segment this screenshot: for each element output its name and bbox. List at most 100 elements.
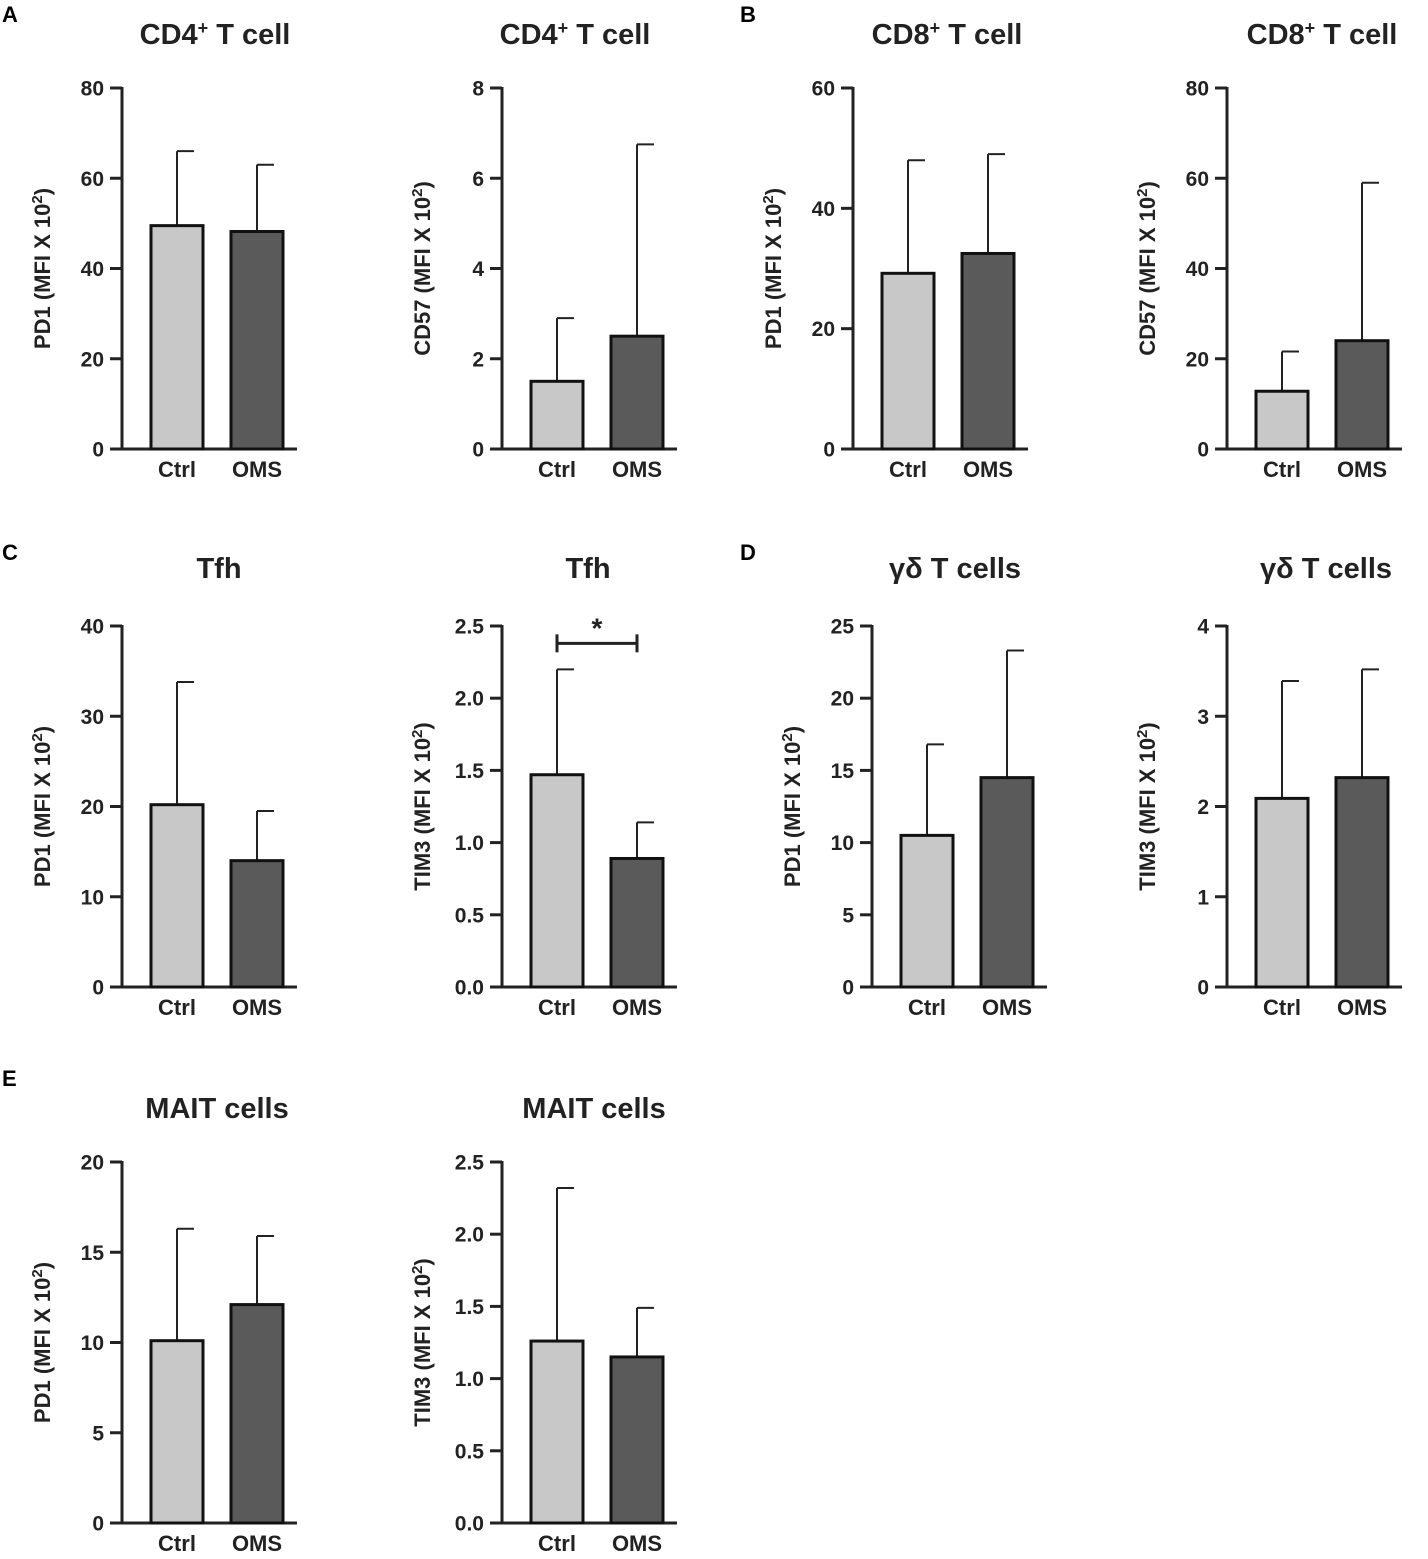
chart-3: B CD8+ T cell PD1 (MFI X 102) 0 20 40 60 Ctrl OM…	[740, 2, 1028, 482]
y-axis-label-text: )	[410, 722, 435, 729]
y-axis-label-text: )	[410, 1258, 435, 1265]
chart-1: A CD4+ T cell PD1 (MFI X 102) 0 20 40 60 80 Ctrl…	[2, 2, 297, 482]
y-tick-label: 15	[81, 1242, 105, 1265]
chart-title: γδ T cells	[889, 553, 1021, 585]
y-tick-label: 1.0	[455, 1368, 484, 1391]
y-tick-label: 0.0	[455, 1513, 484, 1536]
y-tick-label: 80	[1186, 78, 1209, 101]
y-axis-label: TIM3 (MFI X 102)	[409, 722, 436, 890]
y-tick-label: 8	[472, 78, 484, 101]
y-axis-label-text: PD1 (MFI X 10	[761, 204, 786, 349]
bar-oms	[1334, 339, 1390, 451]
chart-9: E MAIT cells PD1 (MFI X 102) 0 5 10 15 20 Ctrl OM…	[2, 1066, 297, 1556]
y-tick-label: 2.0	[455, 688, 484, 711]
x-category-label: OMS	[982, 995, 1032, 1020]
y-tick-label: 4	[1197, 616, 1209, 639]
y-tick-label: 60	[1186, 168, 1209, 191]
chart-title: MAIT cells	[145, 1093, 288, 1125]
y-axis-label-superscript: 2	[409, 1266, 426, 1274]
y-tick-label: 1.0	[455, 832, 484, 855]
y-axis-label: PD1 (MFI X 102)	[29, 726, 56, 887]
y-axis-label-text: )	[761, 188, 786, 195]
y-tick-label: 0.5	[455, 1440, 485, 1463]
x-category-label: OMS	[232, 995, 282, 1020]
x-category-label: Ctrl	[908, 995, 946, 1020]
y-tick-label: 0	[823, 439, 835, 462]
chart-title: CD8+ T cell	[872, 18, 1023, 51]
y-tick-label: 40	[812, 198, 835, 221]
y-axis-label-text: CD57 (MFI X 10	[1135, 197, 1160, 356]
y-tick-label: 0	[92, 977, 104, 1000]
panel-letter: B	[740, 2, 756, 27]
y-axis-label-superscript: 2	[409, 730, 426, 738]
y-tick-label: 10	[831, 832, 854, 855]
panel-letter: C	[2, 540, 18, 565]
y-axis-label-text: )	[1135, 181, 1160, 188]
x-category-label: OMS	[612, 995, 662, 1020]
y-axis-label-text: )	[1135, 722, 1160, 729]
y-tick-label: 20	[812, 318, 835, 341]
y-tick-label: 80	[81, 78, 104, 101]
y-tick-label: 30	[81, 706, 104, 729]
y-tick-label: 1	[1197, 886, 1209, 909]
x-category-label: Ctrl	[538, 457, 576, 482]
chart-title: γδ T cells	[1260, 553, 1392, 585]
y-axis-label-text: PD1 (MFI X 10	[30, 1278, 55, 1423]
y-axis-label-text: PD1 (MFI X 10	[30, 204, 55, 349]
chart-title-text: γδ T cells	[1260, 553, 1392, 585]
chart-title-text: γδ T cells	[889, 553, 1021, 585]
bar-ctrl	[149, 224, 205, 451]
bar-ctrl	[529, 773, 585, 989]
x-category-label: Ctrl	[158, 1531, 196, 1556]
y-tick-label: 15	[831, 760, 855, 783]
chart-7: Dγδ T cells PD1 (MFI X 102) 0 5 10 15 20 25 Ctrl…	[740, 540, 1047, 1020]
bar-ctrl	[149, 1339, 205, 1525]
y-axis-label-superscript: 2	[29, 1269, 46, 1277]
chart-title: Tfh	[565, 553, 610, 585]
y-tick-label: 2	[1197, 796, 1209, 819]
chart-title-text: MAIT cells	[522, 1093, 665, 1125]
y-tick-label: 0	[1197, 439, 1209, 462]
bar-oms	[229, 229, 285, 451]
y-axis-label-text: TIM3 (MFI X 10	[410, 1274, 435, 1427]
bar-oms	[229, 1303, 285, 1525]
y-axis-label-text: CD57 (MFI X 10	[410, 197, 435, 356]
y-tick-label: 6	[472, 168, 484, 191]
x-category-label: Ctrl	[538, 1531, 576, 1556]
chart-6: Tfh TIM3 (MFI X 102) 0.0 0.5 1.0 1.5 2.0 2.5 Ctr…	[409, 553, 677, 1020]
y-tick-label: 20	[81, 348, 104, 371]
chart-title: CD4+ T cell	[140, 18, 291, 51]
x-category-label: Ctrl	[1263, 457, 1301, 482]
bar-ctrl	[529, 1339, 585, 1525]
x-category-label: OMS	[232, 1531, 282, 1556]
chart-title-text: Tfh	[565, 553, 610, 585]
bar-oms	[1334, 776, 1390, 989]
panel-letter: E	[2, 1066, 17, 1091]
x-category-label: Ctrl	[889, 457, 927, 482]
y-tick-label: 10	[81, 1332, 104, 1355]
y-axis-label: CD57 (MFI X 102)	[1134, 181, 1161, 356]
y-tick-label: 20	[81, 1152, 104, 1175]
chart-title-text: CD4	[140, 19, 198, 51]
y-tick-label: 5	[92, 1422, 104, 1445]
y-tick-label: 25	[831, 616, 855, 639]
chart-5: C Tfh PD1 (MFI X 102) 0 10 20 30 40 Ctrl OMS	[2, 540, 297, 1020]
y-axis-label-superscript: 2	[29, 195, 46, 203]
y-axis-label: PD1 (MFI X 102)	[760, 188, 787, 349]
y-tick-label: 0	[92, 1513, 104, 1536]
y-axis-label-text: )	[30, 726, 55, 733]
x-category-label: OMS	[1337, 995, 1387, 1020]
x-category-label: OMS	[612, 457, 662, 482]
chart-title-text: Tfh	[196, 553, 241, 585]
x-category-label: Ctrl	[158, 457, 196, 482]
y-axis-label: PD1 (MFI X 102)	[29, 188, 56, 349]
y-axis-label-text: TIM3 (MFI X 10	[410, 738, 435, 891]
y-axis-label-superscript: 2	[1134, 189, 1151, 197]
bar-ctrl	[1254, 796, 1310, 989]
bar-ctrl	[899, 833, 955, 989]
x-category-label: OMS	[232, 457, 282, 482]
y-tick-label: 2.0	[455, 1224, 484, 1247]
y-axis-label-text: )	[30, 188, 55, 195]
